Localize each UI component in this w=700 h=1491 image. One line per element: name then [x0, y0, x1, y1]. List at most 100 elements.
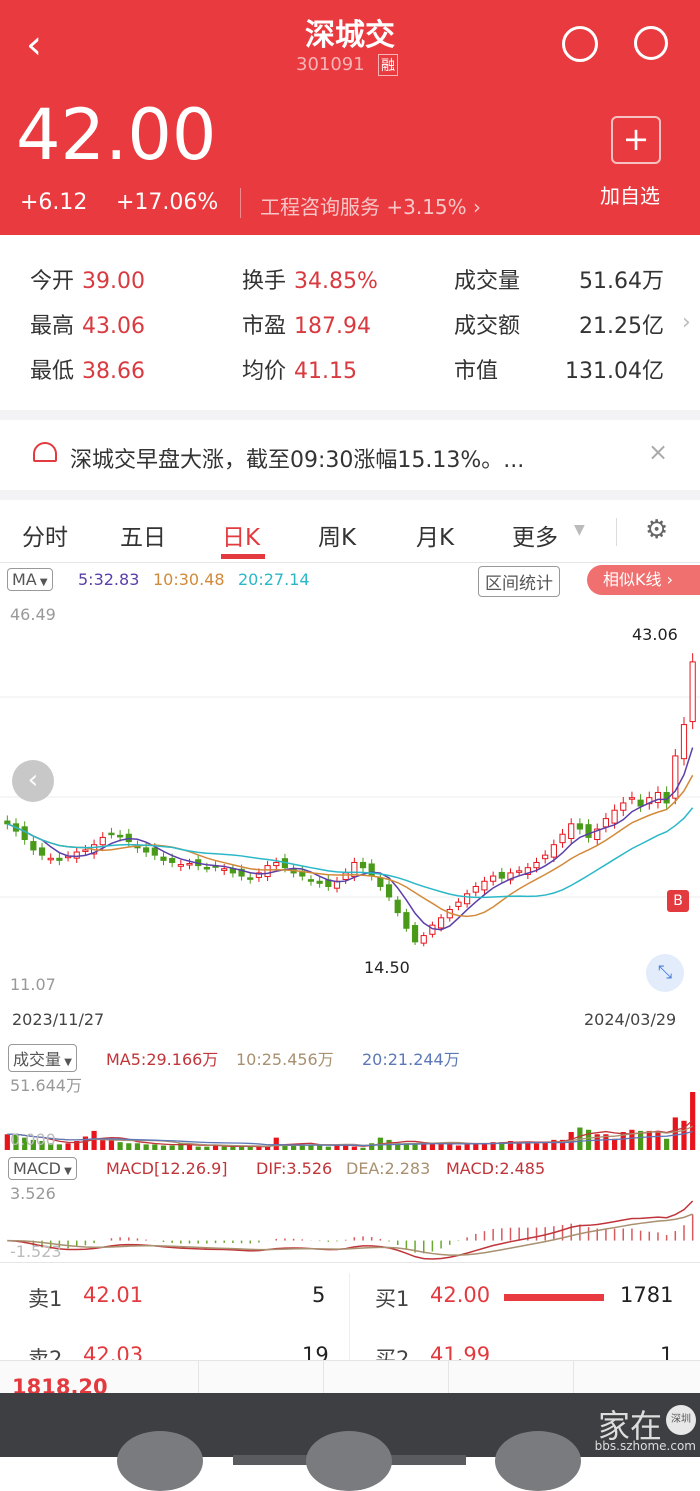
chevron-down-icon: ▼	[574, 522, 585, 538]
volume-bar	[672, 1117, 678, 1150]
stat-item: 成交量	[454, 263, 520, 295]
volume-bar	[30, 1139, 36, 1150]
kline-chart[interactable]	[0, 597, 700, 1037]
volume-bar	[481, 1143, 488, 1150]
volume-bar	[594, 1134, 600, 1150]
candle	[221, 868, 228, 871]
candle	[680, 724, 688, 760]
stat-label: 今开	[30, 269, 75, 294]
vol-ma10: 10:25.456万	[236, 1050, 334, 1069]
volume-bar	[369, 1143, 375, 1150]
candle	[73, 851, 80, 859]
ma10-line	[7, 774, 694, 918]
volume-selector[interactable]: 成交量 ▼	[8, 1044, 77, 1072]
candle	[4, 820, 11, 825]
candle	[594, 828, 601, 841]
news-banner[interactable]: 深城交早盘大涨，截至09:30涨幅15.13%。... ×	[0, 420, 700, 490]
bottom-toolbar: 家在 深圳 bbs.szhome.com	[0, 1393, 700, 1491]
volume-bar	[56, 1144, 62, 1150]
ma-selector[interactable]: MA ▼	[7, 568, 53, 591]
toolbar-button[interactable]	[117, 1431, 203, 1491]
divider	[349, 1273, 350, 1360]
volume-bar	[317, 1144, 323, 1150]
candle	[429, 924, 436, 935]
tab-5[interactable]: 更多	[512, 525, 558, 551]
macd-selector[interactable]: MACD ▼	[8, 1157, 77, 1180]
volume-bar	[221, 1146, 227, 1150]
macd-value: MACD:2.485	[446, 1159, 546, 1178]
sector-link[interactable]: 工程咨询服务 +3.15% ›	[260, 195, 482, 219]
stat-item: 今开 39.00	[30, 263, 145, 295]
volume-bar	[559, 1139, 566, 1150]
stat-label: 市值	[454, 359, 499, 384]
volume-bar	[395, 1143, 401, 1150]
stat-label: 成交量	[454, 269, 521, 294]
volume-bar	[360, 1147, 366, 1150]
current-price: 42.00	[16, 94, 217, 176]
stat-label: 均价	[242, 359, 287, 384]
macd-chart	[7, 1200, 694, 1260]
stat-value: 187.94	[294, 314, 371, 339]
candle	[316, 880, 323, 884]
tab-4[interactable]: 月K	[416, 525, 455, 551]
scroll-left-button[interactable]: ‹	[12, 760, 54, 802]
tab-3[interactable]: 周K	[318, 525, 357, 551]
tab-2[interactable]: 日K	[222, 525, 261, 551]
stat-value: 39.00	[82, 269, 145, 294]
range-stats-button[interactable]: 区间统计	[478, 566, 560, 597]
volume-bar	[108, 1139, 115, 1150]
candle	[151, 847, 158, 856]
volume-bar	[178, 1143, 184, 1150]
add-watch-button[interactable]: +	[611, 116, 661, 164]
volume-bar	[65, 1143, 71, 1150]
back-icon[interactable]: ‹	[26, 22, 42, 68]
candle	[689, 661, 696, 723]
candle	[186, 863, 193, 866]
stat-value: 41.15	[294, 359, 357, 384]
stat-item: 均价 41.15	[242, 353, 357, 385]
toolbar-button[interactable]	[495, 1431, 581, 1491]
fullscreen-icon[interactable]: ⤡	[646, 954, 684, 992]
sell-qty: 5	[312, 1283, 326, 1307]
volume-bar	[664, 1138, 670, 1150]
candle	[56, 857, 63, 861]
volume-bar	[351, 1146, 357, 1150]
search-icon[interactable]	[634, 26, 668, 60]
alert-bell-icon	[33, 442, 57, 462]
stat-item: 市值	[454, 353, 498, 385]
vol-ma20: 20:21.244万	[362, 1050, 460, 1069]
bottom-index-bar[interactable]: 1818.20	[0, 1360, 700, 1394]
candle	[368, 863, 375, 877]
quote-stats: 今开 39.00 换手 34.85% 成交量 51.64万 最高 43.06 市盈 187.94 成…	[0, 235, 700, 410]
candle	[169, 857, 176, 863]
candle	[576, 823, 583, 830]
tab-0[interactable]: 分时	[22, 525, 68, 551]
candle	[403, 912, 410, 929]
volume-bar	[473, 1143, 479, 1150]
volume-bar	[100, 1139, 106, 1150]
candle	[307, 879, 315, 882]
volume-bar	[291, 1144, 297, 1150]
add-watch-label[interactable]: 加自选	[600, 184, 660, 208]
volume-bar	[343, 1144, 349, 1150]
expand-icon[interactable]: ›	[682, 310, 691, 335]
candle	[620, 802, 627, 811]
buy-depth-bar	[504, 1294, 604, 1301]
similar-kline-button[interactable]: 相似K线 ›	[587, 565, 700, 595]
close-icon[interactable]: ×	[648, 438, 669, 466]
divider	[0, 562, 700, 563]
volume-bar	[186, 1144, 193, 1150]
ma10-value: 10:30.48	[153, 570, 225, 589]
refresh-icon[interactable]	[562, 26, 598, 62]
candle	[30, 841, 37, 851]
tab-1[interactable]: 五日	[120, 525, 166, 551]
settings-gear-icon[interactable]: ⚙	[645, 515, 669, 545]
toolbar-button[interactable]	[306, 1431, 392, 1491]
sector-name: 工程咨询服务	[260, 195, 380, 219]
macd-selector-label: MACD	[13, 1159, 61, 1178]
candle	[542, 854, 549, 860]
volume-bar	[238, 1146, 245, 1150]
volume-bar	[429, 1143, 436, 1150]
buy-price: 42.00	[430, 1283, 491, 1307]
vol-max-label: 51.644万	[10, 1076, 82, 1095]
